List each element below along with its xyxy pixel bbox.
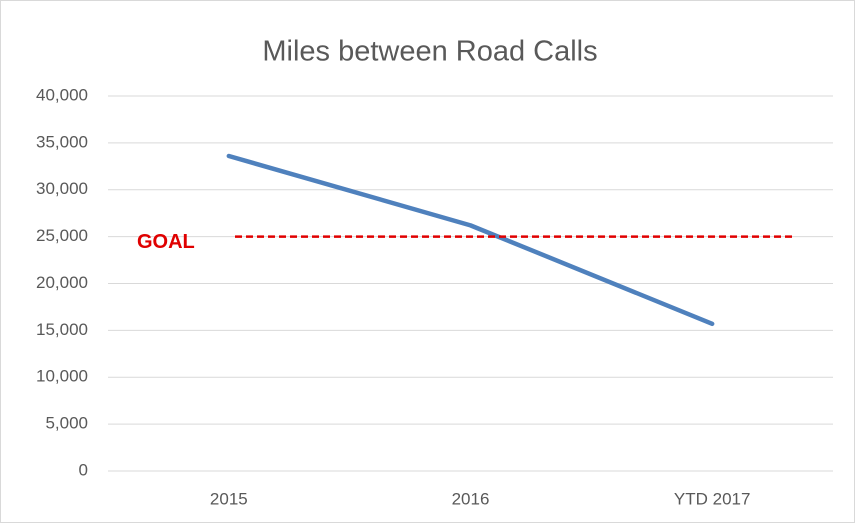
y-tick-label: 25,000 [36,226,88,245]
y-tick-label: 10,000 [36,367,88,386]
y-tick-label: 15,000 [36,320,88,339]
chart-title: Miles between Road Calls [262,36,597,68]
x-tick-label: YTD 2017 [674,489,751,508]
data-line [226,153,715,327]
x-tick-label: 2016 [452,489,490,508]
x-tick-label: 2015 [210,489,248,508]
y-tick-label: 20,000 [36,273,88,292]
y-tick-label: 30,000 [36,179,88,198]
goal-label: GOAL [137,231,195,253]
y-tick-label: 35,000 [36,132,88,151]
y-tick-label: 0 [79,460,88,479]
y-tick-label: 40,000 [36,85,88,104]
y-tick-label: 5,000 [45,414,88,433]
